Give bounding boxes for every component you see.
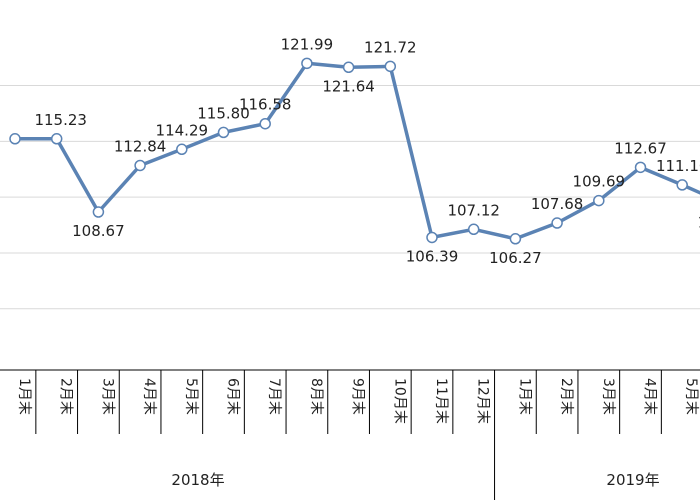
data-point xyxy=(676,179,688,191)
x-axis xyxy=(0,369,700,500)
data-point xyxy=(467,223,480,236)
x-tick-label: 1月末 xyxy=(16,378,32,415)
data-label: 112.84 xyxy=(114,137,167,155)
x-tick-label: 4月末 xyxy=(642,378,658,415)
x-tick-label: 9月末 xyxy=(350,378,366,415)
data-label: 115.80 xyxy=(197,104,250,122)
data-label: 109.45 xyxy=(698,213,700,231)
x-tick-labels: 1月末 2月末 3月末 4月末 5月末 6月末 7月末 8月末 9月末 10月末 11月末 12月末 1… xyxy=(16,378,699,424)
data-point xyxy=(342,61,355,74)
data-point xyxy=(134,159,146,172)
data-label: 111.10 xyxy=(656,157,700,175)
x-tick-label: 5月末 xyxy=(183,378,199,415)
x-tick-label: 6月末 xyxy=(225,378,241,415)
year-labels: 2018年 2019年 xyxy=(171,471,659,489)
x-tick-label: 2月末 xyxy=(558,378,574,415)
data-point xyxy=(92,206,105,218)
year-group-label: 2018年 xyxy=(171,471,224,489)
data-point xyxy=(634,161,647,174)
data-label: 112.67 xyxy=(614,139,667,157)
data-point xyxy=(593,194,605,207)
data-point xyxy=(50,133,63,145)
data-point xyxy=(426,231,438,244)
x-tick-label: 1月末 xyxy=(516,378,532,415)
x-tick-label: 12月末 xyxy=(475,378,491,424)
data-point xyxy=(551,217,563,229)
x-tick-label: 11月末 xyxy=(433,378,449,424)
data-label: 121.72 xyxy=(364,38,417,56)
data-point xyxy=(384,60,397,73)
data-point xyxy=(259,117,271,130)
data-point xyxy=(176,143,188,156)
data-label: 115.23 xyxy=(34,111,87,129)
data-point xyxy=(301,57,313,70)
data-points xyxy=(9,57,688,245)
data-label: 109.69 xyxy=(573,173,626,191)
x-tick-label: 4月末 xyxy=(141,378,157,415)
x-tick-label: 5月末 xyxy=(683,378,699,415)
data-label: 107.12 xyxy=(447,201,500,219)
x-tick-label: 3月末 xyxy=(600,378,616,415)
x-tick-label: 8月末 xyxy=(308,378,324,415)
data-label: 106.39 xyxy=(406,247,459,265)
data-label: 107.68 xyxy=(531,195,584,213)
x-tick-label: 7月末 xyxy=(266,378,282,415)
x-tick-label: 10月末 xyxy=(391,378,407,424)
data-point xyxy=(9,133,21,145)
x-tick-label: 3月末 xyxy=(99,378,115,415)
data-label: 108.67 xyxy=(72,222,125,240)
x-tick-label: 2月末 xyxy=(58,378,74,415)
data-label: 116.58 xyxy=(239,96,292,114)
gridlines xyxy=(0,85,700,310)
data-label: 114.29 xyxy=(156,121,209,139)
data-point xyxy=(217,126,230,139)
data-point xyxy=(509,233,522,245)
data-label: 121.99 xyxy=(281,35,334,53)
data-label: 106.27 xyxy=(489,249,542,267)
data-label: 121.64 xyxy=(322,77,375,95)
year-group-label: 2019年 xyxy=(606,471,659,489)
